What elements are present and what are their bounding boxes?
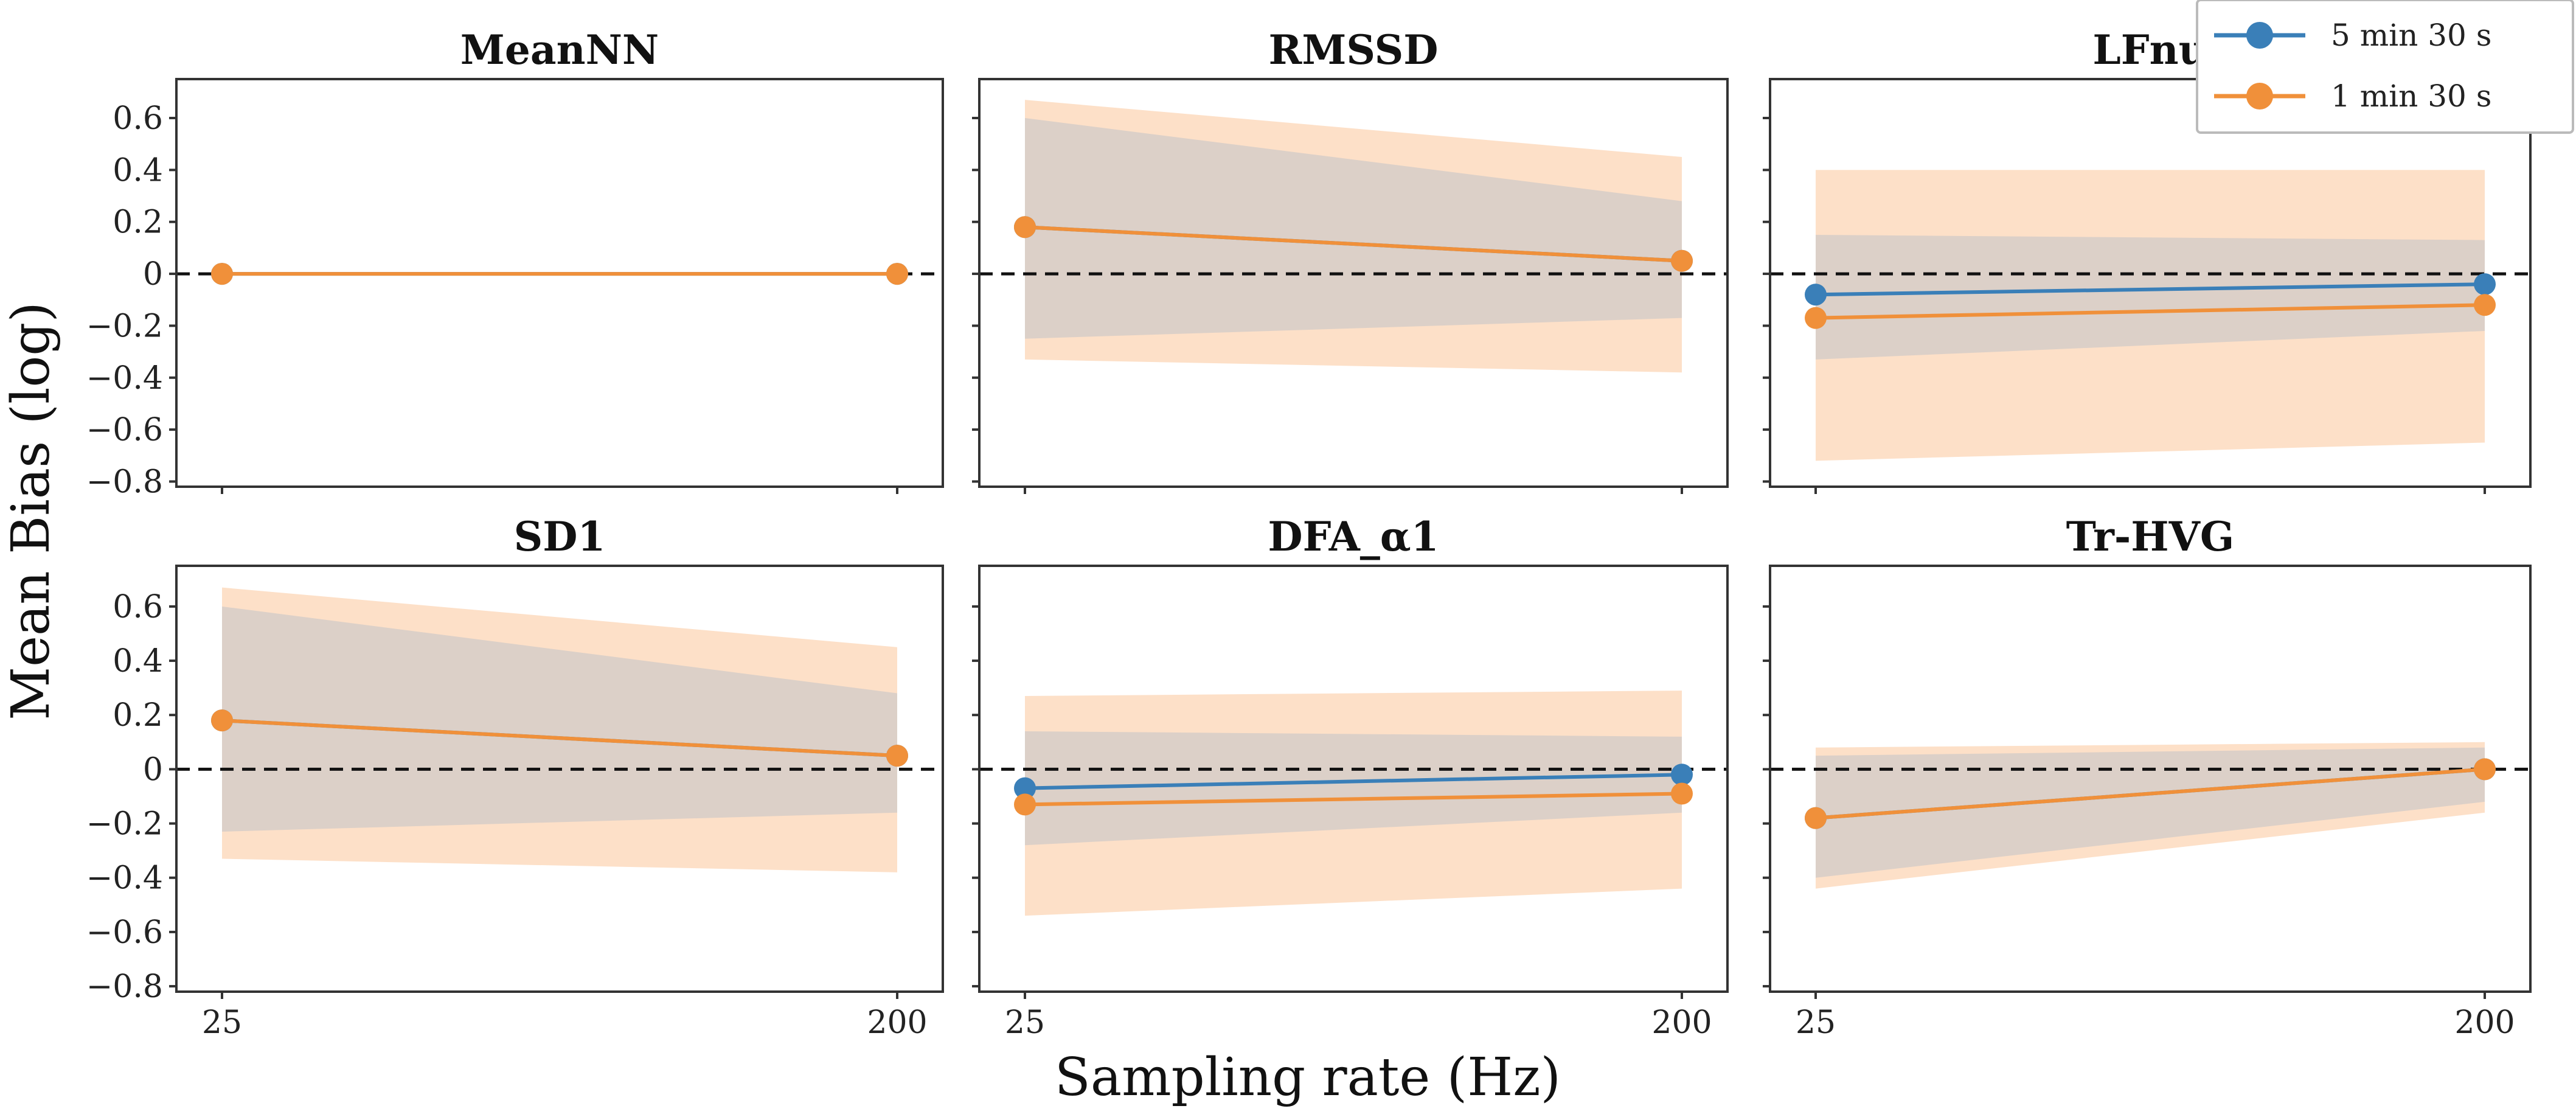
panel-2-point-1min-25 bbox=[1014, 216, 1036, 238]
chart-panel-4: SD1 0.6 0.4 0.2 0 −0.2 −0.4 −0.6 −0.8 25 200 bbox=[86, 513, 944, 1041]
panel-4-band-5min bbox=[222, 606, 897, 832]
panel-4-ytick-label: 0.2 bbox=[113, 697, 163, 734]
panel-4-line-1min bbox=[221, 719, 898, 758]
legend-marker-5min bbox=[2246, 22, 2273, 49]
panel-4-frame bbox=[175, 565, 944, 993]
panel-3-point-1min-200 bbox=[2474, 294, 2496, 316]
panel-6-band-5min bbox=[1816, 747, 2485, 878]
panel-5-xtick-label: 25 bbox=[1005, 1004, 1045, 1041]
panel-6-xtick-label: 200 bbox=[2454, 1004, 2515, 1041]
panel-1-ytick-label: −0.6 bbox=[86, 412, 163, 448]
panel-3-point-5min-25 bbox=[1805, 284, 1827, 306]
chart-panel-3: LFnu bbox=[1763, 26, 2532, 494]
panel-2-point-1min-200 bbox=[1671, 249, 1693, 272]
x-axis-label: Sampling rate (Hz) bbox=[1055, 1047, 1561, 1108]
chart-panel-6: Tr-HVG 25 200 bbox=[1763, 513, 2532, 1041]
panel-6-line-1min bbox=[1815, 767, 2485, 820]
panel-4-ytick-label: −0.8 bbox=[86, 969, 163, 1005]
panel-4-point-1min-25 bbox=[211, 709, 233, 732]
panel-1-frame bbox=[175, 78, 944, 488]
panel-4-xtick-label: 25 bbox=[202, 1004, 242, 1041]
chart-panel-5: DFA_α1 25 200 bbox=[972, 513, 1729, 1041]
panel-4-ytick-label: 0.6 bbox=[113, 589, 163, 625]
panel-1-ytick-label: −0.2 bbox=[86, 308, 163, 344]
panel-1-ytick-label: 0.2 bbox=[113, 204, 163, 241]
panel-5-xtick-label: 200 bbox=[1651, 1004, 1712, 1041]
panel-5-title: DFA_α1 bbox=[1268, 513, 1439, 560]
panel-5-line-1min bbox=[1024, 792, 1682, 807]
panel-3-line-5min bbox=[1815, 282, 2485, 297]
panel-1-ytick-label: −0.4 bbox=[86, 360, 163, 397]
panel-1-point-1min-25 bbox=[211, 263, 233, 285]
legend-label-1min: 1 min 30 s bbox=[2331, 78, 2491, 114]
panel-3-band-5min bbox=[1816, 235, 2485, 360]
panel-5-frame bbox=[978, 565, 1729, 993]
panel-5-point-1min-25 bbox=[1014, 793, 1036, 816]
panel-4-ytick-label: 0 bbox=[143, 751, 163, 788]
panel-1-title: MeanNN bbox=[460, 26, 659, 74]
legend: 5 min 30 s 1 min 30 s bbox=[2196, 0, 2574, 134]
panel-5-point-5min-25 bbox=[1014, 777, 1036, 799]
panel-3-point-5min-200 bbox=[2474, 273, 2496, 296]
panel-3-title: LFnu bbox=[2092, 26, 2207, 74]
panel-4-point-1min-200 bbox=[886, 745, 908, 767]
panel-5-point-1min-200 bbox=[1671, 782, 1693, 805]
panel-5-line-5min bbox=[1024, 773, 1682, 790]
panel-1-ytick-label: 0.6 bbox=[113, 100, 163, 137]
panel-2-title: RMSSD bbox=[1268, 26, 1438, 74]
panel-6-point-1min-25 bbox=[1805, 807, 1827, 829]
panel-5-band-5min bbox=[1025, 731, 1682, 846]
legend-label-5min: 5 min 30 s bbox=[2331, 18, 2491, 53]
panel-4-ytick-label: −0.4 bbox=[86, 860, 163, 897]
chart-panel-1: MeanNN 0.6 0.4 0.2 0 −0.2 −0.4 −0.6 −0.8 bbox=[86, 26, 944, 500]
panel-4-title: SD1 bbox=[514, 513, 606, 560]
panel-6-point-1min-200 bbox=[2474, 758, 2496, 781]
panel-2-line-1min bbox=[1024, 225, 1682, 263]
panel-5-point-5min-200 bbox=[1671, 764, 1693, 786]
panels: MeanNN 0.6 0.4 0.2 0 −0.2 −0.4 −0.6 −0.8 RMSSD LFn… bbox=[86, 26, 2532, 1041]
panel-2-band-5min bbox=[1025, 118, 1682, 339]
panel-4-xtick-label: 200 bbox=[867, 1004, 927, 1041]
panel-1-ytick-label: 0.4 bbox=[113, 152, 163, 189]
panel-1-ytick-label: −0.8 bbox=[86, 464, 163, 500]
panel-3-point-1min-25 bbox=[1805, 307, 1827, 329]
y-axis-label: Mean Bias (log) bbox=[1, 302, 61, 720]
panel-3-line-1min bbox=[1815, 303, 2485, 320]
legend-marker-1min bbox=[2246, 83, 2273, 110]
panel-3-frame bbox=[1769, 78, 2532, 488]
chart-panel-2: RMSSD bbox=[972, 26, 1729, 494]
panel-6-xtick-label: 25 bbox=[1796, 1004, 1836, 1041]
panel-4-ytick-label: −0.2 bbox=[86, 806, 163, 843]
panel-6-title: Tr-HVG bbox=[2066, 513, 2234, 560]
panel-1-ytick-label: 0 bbox=[143, 256, 163, 293]
panel-4-ytick-label: −0.6 bbox=[86, 914, 163, 951]
panel-6-frame bbox=[1769, 565, 2532, 993]
panel-4-ytick-label: 0.4 bbox=[113, 643, 163, 680]
panel-2-frame bbox=[978, 78, 1729, 488]
panel-1-point-1min-200 bbox=[886, 263, 908, 285]
